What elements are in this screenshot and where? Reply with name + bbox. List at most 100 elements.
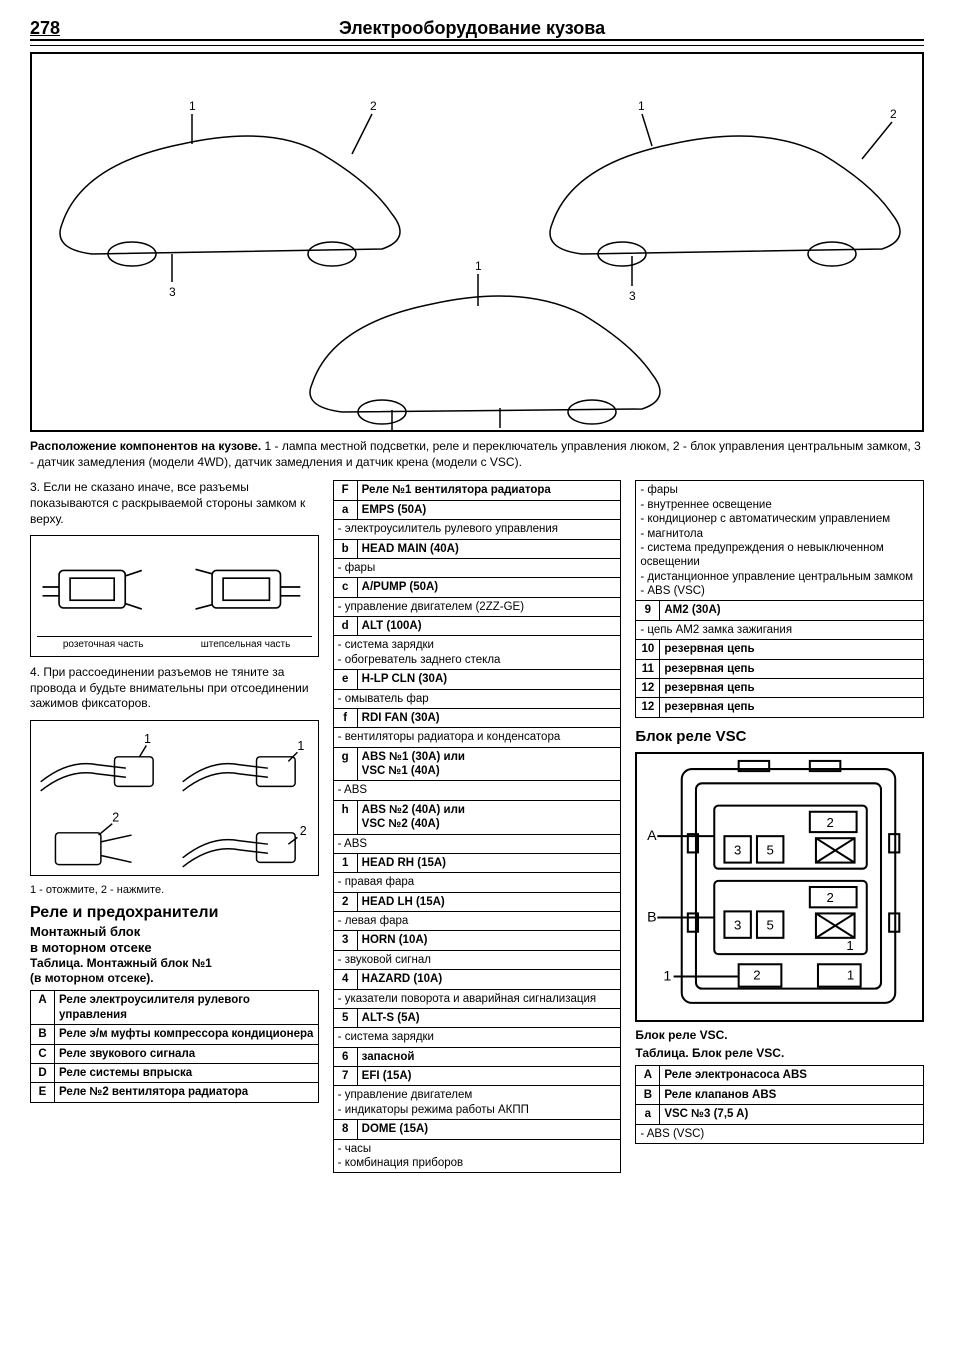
svg-text:1: 1 — [664, 969, 672, 985]
column-3: - фары - внутреннее освещение - кондицио… — [635, 480, 924, 1144]
table-value: EFI (15A) — [357, 1067, 621, 1086]
table-row: BРеле э/м муфты компрессора кондиционера — [31, 1025, 319, 1044]
table-row: - управление двигателем - индикаторы реж… — [333, 1086, 621, 1120]
table-cell: - левая фара — [333, 912, 621, 931]
table-row: BРеле клапанов ABS — [636, 1085, 924, 1104]
table-value: RDI FAN (30A) — [357, 708, 621, 727]
table-key: e — [333, 670, 357, 689]
table-value: HORN (10A) — [357, 931, 621, 950]
column-2: FРеле №1 вентилятора радиатораaEMPS (50A… — [333, 480, 622, 1173]
svg-text:1: 1 — [189, 99, 196, 113]
table-value: Реле э/м муфты компрессора кондиционера — [55, 1025, 319, 1044]
table-key: a — [333, 500, 357, 519]
table-key: D — [31, 1063, 55, 1082]
table-value: резервная цепь — [660, 698, 924, 717]
page-number: 278 — [30, 18, 60, 39]
table-row: dALT (100A) — [333, 617, 621, 636]
table-row: 3HORN (10A) — [333, 931, 621, 950]
table-key: 5 — [333, 1008, 357, 1027]
table-cell: - ABS (VSC) — [636, 1124, 924, 1143]
svg-text:1: 1 — [847, 968, 854, 983]
table-row: bHEAD MAIN (40A) — [333, 539, 621, 558]
table-key: 9 — [636, 601, 660, 620]
connector-figure: розеточная часть штепсельная часть — [30, 535, 319, 657]
table-key: 3 — [333, 931, 357, 950]
disconnect-figure: 1 1 2 2 — [30, 720, 319, 876]
table-cell: - система зарядки — [333, 1028, 621, 1047]
para-3: 3. Если не сказано иначе, все разъемы по… — [30, 480, 319, 527]
table-value: AM2 (30A) — [660, 601, 924, 620]
car-diagram-figure: 1 2 3 1 2 3 1 2 3 — [30, 52, 924, 432]
svg-text:3: 3 — [629, 289, 636, 303]
table-row: aEMPS (50A) — [333, 500, 621, 519]
para-4: 4. При рассоединении разъемов не тяните … — [30, 665, 319, 712]
table-value: Реле электроусилителя рулевого управлени… — [55, 991, 319, 1025]
table-row: hABS №2 (40A) или VSC №2 (40A) — [333, 800, 621, 834]
svg-text:2: 2 — [890, 107, 897, 121]
vsc-figure-caption: Блок реле VSC. — [635, 1028, 924, 1042]
table1-title-b: (в моторном отсеке). — [30, 971, 319, 986]
table-row: AРеле электронасоса ABS — [636, 1066, 924, 1085]
table-row: EРеле №2 вентилятора радиатора — [31, 1083, 319, 1102]
table-cell: - цепь AM2 замка зажигания — [636, 620, 924, 639]
table-cell: - вентиляторы радиатора и конденсатора — [333, 728, 621, 747]
table-value: Реле №2 вентилятора радиатора — [55, 1083, 319, 1102]
table-row: - омыватель фар — [333, 689, 621, 708]
table-cell: - ABS — [333, 781, 621, 800]
table-row: - вентиляторы радиатора и конденсатора — [333, 728, 621, 747]
table-row: - электроусилитель рулевого управления — [333, 520, 621, 539]
table-row: aVSC №3 (7,5 A) — [636, 1105, 924, 1124]
table-row: - фары — [333, 558, 621, 577]
svg-text:5: 5 — [767, 918, 774, 933]
table-row: CРеле звукового сигнала — [31, 1044, 319, 1063]
svg-text:3: 3 — [169, 285, 176, 299]
table-cell: - система зарядки - обогреватель заднего… — [333, 636, 621, 670]
table-row: gABS №1 (30A) или VSC №1 (40A) — [333, 747, 621, 781]
svg-text:2: 2 — [754, 968, 761, 983]
table-key: 11 — [636, 659, 660, 678]
table-cell: - правая фара — [333, 873, 621, 892]
table-row: - правая фара — [333, 873, 621, 892]
svg-text:1: 1 — [144, 732, 151, 746]
svg-text:A: A — [648, 829, 658, 845]
table-row: - цепь AM2 замка зажигания — [636, 620, 924, 639]
table-1: AРеле электроусилителя рулевого управлен… — [30, 990, 319, 1102]
table-row: 1HEAD RH (15A) — [333, 853, 621, 872]
table-row: 12резервная цепь — [636, 698, 924, 717]
table-key: 2 — [333, 892, 357, 911]
table-row: 9AM2 (30A) — [636, 601, 924, 620]
table-key: F — [333, 481, 357, 500]
table-cell: - часы - комбинация приборов — [333, 1139, 621, 1173]
table-row: - ABS (VSC) — [636, 1124, 924, 1143]
table-value: HAZARD (10A) — [357, 970, 621, 989]
table-row: 4HAZARD (10A) — [333, 970, 621, 989]
svg-text:1: 1 — [638, 99, 645, 113]
figure-caption-lead: Расположение компонентов на кузове. — [30, 439, 261, 453]
table-row: - управление двигателем (2ZZ-GE) — [333, 597, 621, 616]
table-row: fRDI FAN (30A) — [333, 708, 621, 727]
table-key: a — [636, 1105, 660, 1124]
table-value: Реле звукового сигнала — [55, 1044, 319, 1063]
table-3-top: - фары - внутреннее освещение - кондицио… — [635, 480, 924, 717]
table-value: A/PUMP (50A) — [357, 578, 621, 597]
table-key: B — [31, 1025, 55, 1044]
table-value: VSC №3 (7,5 A) — [660, 1105, 924, 1124]
table-row: - часы - комбинация приборов — [333, 1139, 621, 1173]
table-value: Реле клапанов ABS — [660, 1085, 924, 1104]
svg-text:3: 3 — [734, 918, 741, 933]
page-title: Электрооборудование кузова — [60, 18, 884, 39]
table-value: H-LP CLN (30A) — [357, 670, 621, 689]
mount-block-heading-b: в моторном отсеке — [30, 940, 319, 956]
table-row: - система зарядки — [333, 1028, 621, 1047]
table-value: DOME (15A) — [357, 1120, 621, 1139]
table-row: - левая фара — [333, 912, 621, 931]
table-key: d — [333, 617, 357, 636]
table-row: - ABS — [333, 781, 621, 800]
table-row: - указатели поворота и аварийная сигнали… — [333, 989, 621, 1008]
svg-text:2: 2 — [827, 891, 834, 906]
vsc-table-title: Таблица. Блок реле VSC. — [635, 1046, 924, 1061]
car-diagram-svg: 1 2 3 1 2 3 1 2 3 — [32, 54, 922, 430]
table-row: 10резервная цепь — [636, 640, 924, 659]
table-value: ALT-S (5A) — [357, 1008, 621, 1027]
vsc-diagram: 2 3 5 2 3 5 1 2 1 A — [635, 752, 924, 1022]
